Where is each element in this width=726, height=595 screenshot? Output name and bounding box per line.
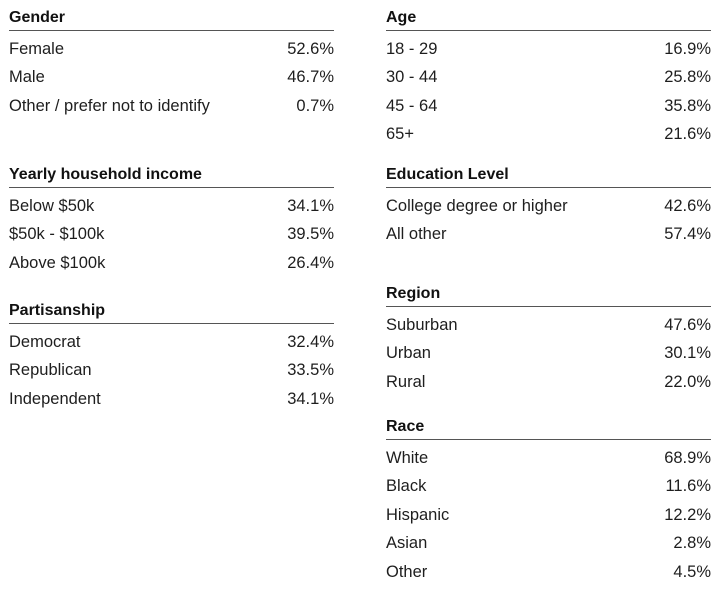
table-row: White 68.9% <box>386 444 711 473</box>
row-value: 42.6% <box>664 196 711 215</box>
row-value: 34.1% <box>287 389 334 408</box>
row-label: College degree or higher <box>386 196 568 215</box>
table-row: Democrat 32.4% <box>9 328 334 357</box>
row-label: 45 - 64 <box>386 96 438 115</box>
row-value: 32.4% <box>287 332 334 351</box>
row-value: 4.5% <box>673 562 711 581</box>
table-row: Black 11.6% <box>386 473 711 502</box>
row-value: 12.2% <box>664 505 711 524</box>
row-value: 26.4% <box>287 253 334 272</box>
row-label: Other <box>386 562 428 581</box>
row-label: Hispanic <box>386 505 450 524</box>
section-title: Gender <box>9 8 334 31</box>
table-row: All other 57.4% <box>386 221 711 250</box>
row-value: 22.0% <box>664 372 711 391</box>
education-section: Education Level College degree or higher… <box>386 165 711 249</box>
table-row: 30 - 44 25.8% <box>386 64 711 93</box>
row-value: 16.9% <box>664 39 711 58</box>
table-row: $50k - $100k 39.5% <box>9 221 334 250</box>
table-row: Hispanic 12.2% <box>386 501 711 530</box>
row-label: Below $50k <box>9 196 95 215</box>
row-label: Democrat <box>9 332 81 351</box>
table-row: Female 52.6% <box>9 35 334 64</box>
row-value: 30.1% <box>664 344 711 363</box>
table-row: 18 - 29 16.9% <box>386 35 711 64</box>
section-title: Race <box>386 417 711 440</box>
row-value: 35.8% <box>664 96 711 115</box>
gender-section: Gender Female 52.6% Male 46.7% Other / p… <box>9 8 334 121</box>
row-value: 34.1% <box>287 196 334 215</box>
table-row: Other 4.5% <box>386 558 711 587</box>
table-row: Republican 33.5% <box>9 357 334 386</box>
row-label: Republican <box>9 361 92 380</box>
section-title: Education Level <box>386 165 711 188</box>
row-label: Male <box>9 68 45 87</box>
row-value: 57.4% <box>664 225 711 244</box>
table-row: Rural 22.0% <box>386 368 711 397</box>
row-value: 47.6% <box>664 315 711 334</box>
table-row: Other / prefer not to identify 0.7% <box>9 92 334 121</box>
row-label: Rural <box>386 372 426 391</box>
row-label: Suburban <box>386 315 458 334</box>
section-title: Age <box>386 8 711 31</box>
row-value: 33.5% <box>287 361 334 380</box>
age-section: Age 18 - 29 16.9% 30 - 44 25.8% 45 - 64 … <box>386 8 711 149</box>
row-label: 65+ <box>386 125 414 144</box>
row-label: Female <box>9 39 65 58</box>
row-label: Independent <box>9 389 101 408</box>
row-label: Urban <box>386 344 431 363</box>
table-row: Male 46.7% <box>9 64 334 93</box>
table-row: 65+ 21.6% <box>386 121 711 150</box>
row-value: 21.6% <box>664 125 711 144</box>
table-row: Asian 2.8% <box>386 530 711 559</box>
row-label: Above $100k <box>9 253 106 272</box>
row-label: $50k - $100k <box>9 225 105 244</box>
income-section: Yearly household income Below $50k 34.1%… <box>9 165 334 278</box>
table-row: College degree or higher 42.6% <box>386 192 711 221</box>
table-row: 45 - 64 35.8% <box>386 92 711 121</box>
row-label: 30 - 44 <box>386 68 438 87</box>
row-value: 2.8% <box>673 534 711 553</box>
table-row: Above $100k 26.4% <box>9 249 334 278</box>
row-value: 39.5% <box>287 225 334 244</box>
row-value: 68.9% <box>664 448 711 467</box>
row-value: 46.7% <box>287 68 334 87</box>
row-label: White <box>386 448 429 467</box>
row-label: 18 - 29 <box>386 39 438 58</box>
row-value: 0.7% <box>296 96 334 115</box>
section-title: Region <box>386 284 711 307</box>
section-title: Partisanship <box>9 301 334 324</box>
row-value: 52.6% <box>287 39 334 58</box>
row-label: Black <box>386 477 427 496</box>
race-section: Race White 68.9% Black 11.6% Hispanic 12… <box>386 417 711 587</box>
section-title: Yearly household income <box>9 165 334 188</box>
row-value: 11.6% <box>665 477 711 496</box>
row-label: Asian <box>386 534 428 553</box>
region-section: Region Suburban 47.6% Urban 30.1% Rural … <box>386 284 711 397</box>
row-label: All other <box>386 225 447 244</box>
partisanship-section: Partisanship Democrat 32.4% Republican 3… <box>9 301 334 414</box>
table-row: Urban 30.1% <box>386 340 711 369</box>
row-value: 25.8% <box>664 68 711 87</box>
table-row: Below $50k 34.1% <box>9 192 334 221</box>
table-row: Suburban 47.6% <box>386 311 711 340</box>
table-row: Independent 34.1% <box>9 385 334 414</box>
row-label: Other / prefer not to identify <box>9 96 210 115</box>
